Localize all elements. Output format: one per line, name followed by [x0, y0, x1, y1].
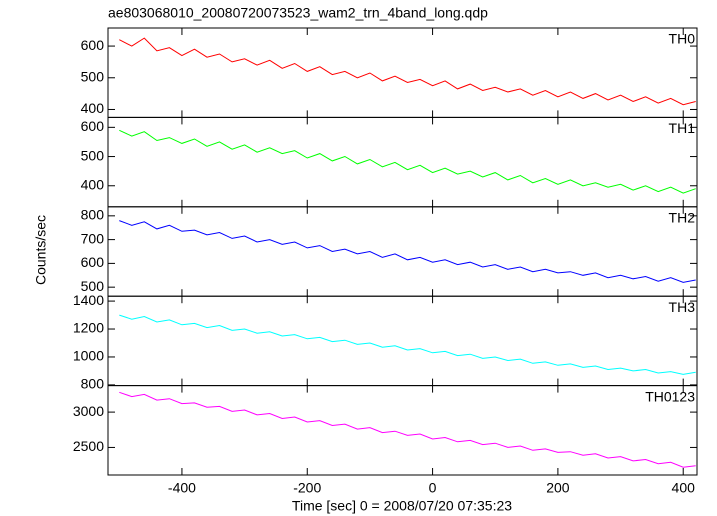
panel-frame [107, 116, 698, 208]
y-tick-label: 500 [81, 147, 105, 163]
y-tick-label: 2500 [73, 438, 104, 454]
x-tick-label: -400 [168, 480, 196, 496]
y-tick-label: 600 [81, 37, 105, 53]
y-tick-label: 600 [81, 118, 105, 134]
y-tick-label: 600 [81, 254, 105, 270]
x-axis-label: Time [sec] 0 = 2008/07/20 07:35:23 [292, 498, 512, 514]
x-tick-label: -200 [293, 480, 321, 496]
x-tick-label: 400 [672, 480, 696, 496]
panel-label: TH0 [669, 31, 696, 47]
panel-frame [107, 385, 698, 476]
panel-label: TH2 [669, 210, 696, 226]
y-tick-label: 500 [81, 68, 105, 84]
panel-label: TH3 [669, 299, 696, 315]
y-tick-label: 400 [81, 176, 105, 192]
y-tick-label: 1000 [73, 348, 104, 364]
y-tick-label: 800 [81, 207, 105, 223]
y-tick-label: 500 [81, 278, 105, 294]
y-tick-label: 3000 [73, 403, 104, 419]
y-tick-label: 400 [81, 100, 105, 116]
y-tick-label: 700 [81, 230, 105, 246]
data-line [119, 129, 696, 194]
panel-label: TH0123 [645, 388, 695, 404]
data-line [119, 314, 696, 375]
data-line [119, 391, 696, 468]
y-tick-label: 800 [81, 376, 105, 392]
panel-frame [107, 295, 698, 387]
x-tick-label: 200 [546, 480, 570, 496]
x-tick-label: 0 [429, 480, 437, 496]
data-line [119, 220, 696, 283]
panel-frame [107, 206, 698, 297]
y-tick-label: 1200 [73, 320, 104, 336]
y-axis-label: Counts/sec [33, 215, 49, 285]
panel-label: TH1 [669, 120, 696, 136]
y-tick-label: 1400 [73, 292, 104, 308]
panel-frame [107, 27, 698, 118]
chart-title: ae803068010_20080720073523_wam2_trn_4ban… [108, 5, 488, 21]
data-line [119, 37, 696, 106]
